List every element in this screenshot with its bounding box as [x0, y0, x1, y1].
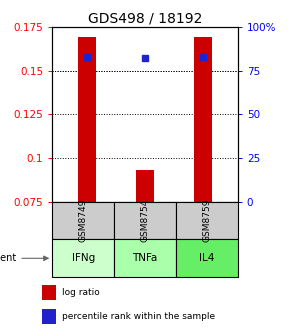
Text: GSM8754: GSM8754: [140, 199, 150, 242]
Text: agent: agent: [0, 253, 48, 263]
Text: GSM8759: GSM8759: [202, 199, 211, 242]
Bar: [136, 170, 154, 202]
Bar: [114, 239, 176, 277]
Text: log ratio: log ratio: [62, 288, 99, 297]
Text: IFNg: IFNg: [72, 253, 95, 263]
Title: GDS498 / 18192: GDS498 / 18192: [88, 12, 202, 26]
Bar: [42, 285, 56, 300]
Bar: [176, 239, 238, 277]
Text: GSM8749: GSM8749: [79, 199, 88, 242]
Bar: [42, 309, 56, 324]
Bar: [176, 202, 238, 239]
Bar: [78, 37, 96, 202]
Text: percentile rank within the sample: percentile rank within the sample: [62, 312, 215, 321]
Text: TNFa: TNFa: [132, 253, 158, 263]
Bar: [52, 202, 114, 239]
Bar: [52, 239, 114, 277]
Bar: [194, 37, 212, 202]
Bar: [114, 202, 176, 239]
Text: IL4: IL4: [199, 253, 215, 263]
